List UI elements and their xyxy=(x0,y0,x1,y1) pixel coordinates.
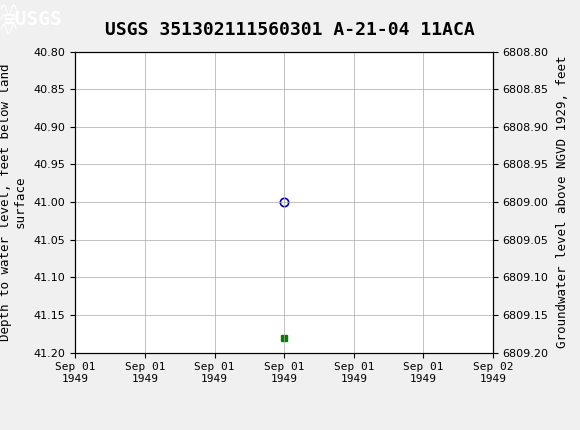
Text: USGS 351302111560301 A-21-04 11ACA: USGS 351302111560301 A-21-04 11ACA xyxy=(105,21,475,39)
Text: ≡USGS: ≡USGS xyxy=(3,10,61,29)
Y-axis label: Groundwater level above NGVD 1929, feet: Groundwater level above NGVD 1929, feet xyxy=(556,56,568,348)
Y-axis label: Depth to water level, feet below land
surface: Depth to water level, feet below land su… xyxy=(0,63,27,341)
